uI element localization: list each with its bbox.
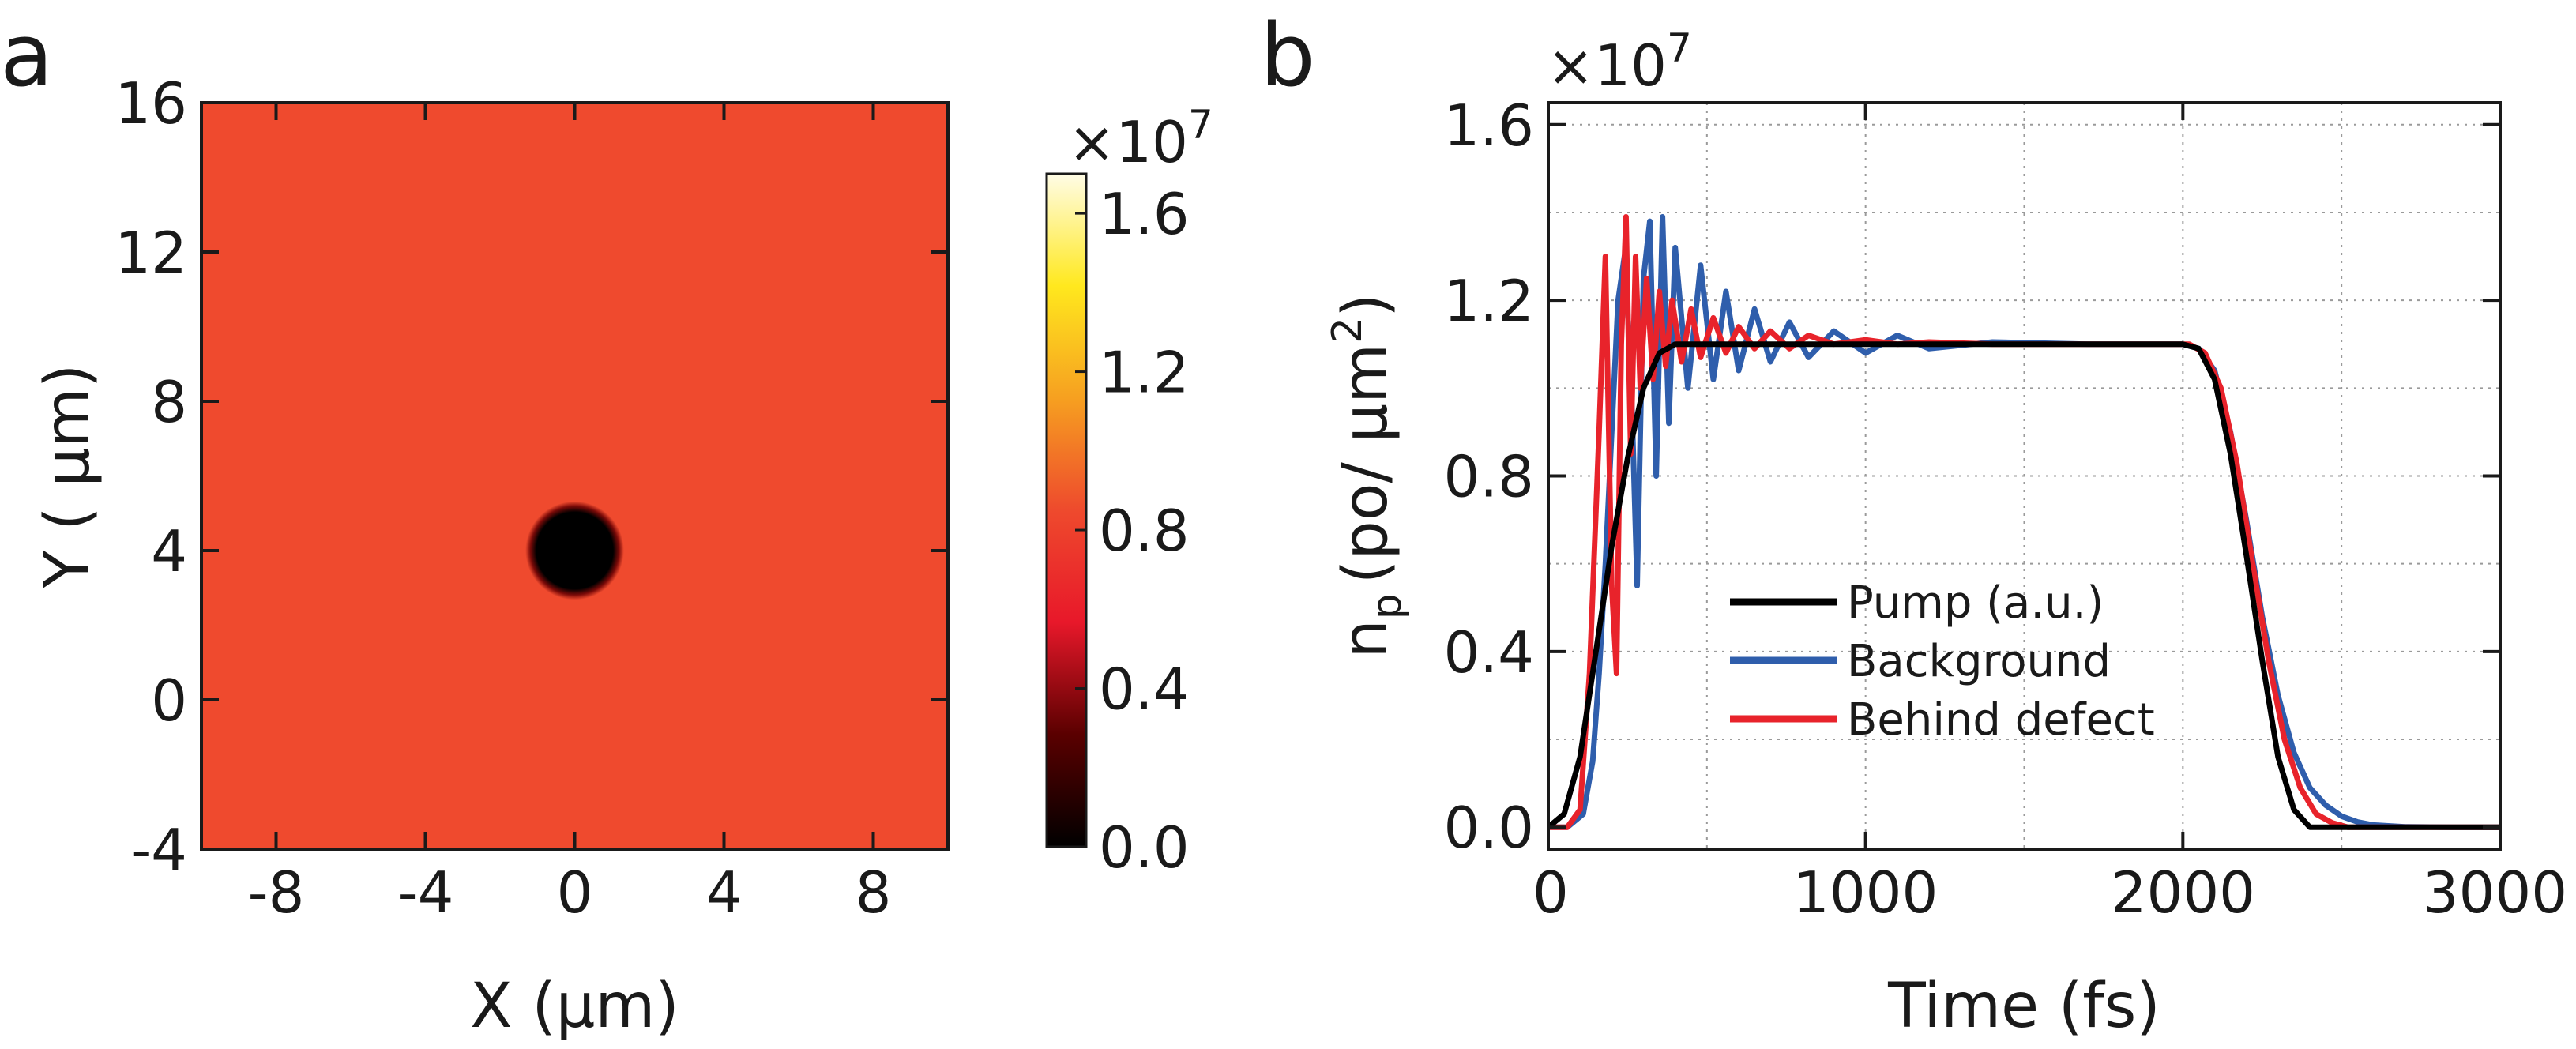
colorbar-ticks: 0.0 0.4 0.8 1.2 1.6 xyxy=(1075,181,1190,881)
colorbar-tick-label: 1.2 xyxy=(1099,340,1190,406)
legend-label: Behind defect xyxy=(1847,694,2155,746)
y-tick-label: 0 xyxy=(151,667,187,734)
x-tick-label: 8 xyxy=(856,859,892,926)
x-tick-label: 0 xyxy=(557,859,593,926)
colorbar-tick-label: 0.8 xyxy=(1099,498,1190,564)
y-tick-label: 4 xyxy=(151,518,187,585)
y-tick-label: 0.4 xyxy=(1443,619,1534,686)
panel-a-label: a xyxy=(0,5,53,106)
x-tick-label: -4 xyxy=(397,859,454,926)
grid xyxy=(1548,103,2500,849)
legend-label: Pump (a.u.) xyxy=(1847,577,2104,629)
heatmap-ticks: -8 -4 0 4 8 -4 0 4 8 12 16 xyxy=(115,70,948,926)
y-tick-label: 16 xyxy=(115,70,187,137)
y-tick-label: -4 xyxy=(130,817,187,883)
y-tick-label: 1.6 xyxy=(1443,92,1534,159)
line-panel: 0 1000 2000 3000 0.0 0.4 0.8 1.2 1.6 ×107 Time (… xyxy=(1324,25,2567,1042)
x-tick-label: 4 xyxy=(706,859,743,926)
x-tick-label: -8 xyxy=(248,859,305,926)
x-tick-label: 1000 xyxy=(1793,859,1938,926)
heatmap-panel: -8 -4 0 4 8 -4 0 4 8 12 16 X (μm) Y ( μm) xyxy=(32,70,950,1042)
x-tick-label: 0 xyxy=(1532,859,1569,926)
legend-label: Background xyxy=(1847,636,2111,687)
panel-b-label: b xyxy=(1260,5,1315,106)
legend: Pump (a.u.) Background Behind defect xyxy=(1730,577,2155,746)
y-multiplier: ×107 xyxy=(1547,25,1692,99)
line-y-label: np(po/ μm2) xyxy=(1324,293,1411,658)
colorbar-multiplier: ×107 xyxy=(1068,102,1213,175)
x-tick-label: 2000 xyxy=(2111,859,2255,926)
series-line-pump-a-u xyxy=(1548,341,2500,830)
heatmap-x-label: X (μm) xyxy=(470,971,679,1042)
y-tick-label: 1.2 xyxy=(1443,268,1534,334)
colorbar: 0.0 0.4 0.8 1.2 1.6 ×107 xyxy=(1045,102,1213,881)
x-tick-label: 3000 xyxy=(2423,859,2567,926)
line-x-label: Time (fs) xyxy=(1887,971,2160,1042)
colorbar-gradient xyxy=(1045,172,1088,848)
heatmap-y-label: Y ( μm) xyxy=(32,364,103,589)
series-lines xyxy=(1548,214,2500,830)
colorbar-tick-label: 1.6 xyxy=(1099,181,1190,247)
y-tick-label: 8 xyxy=(151,369,187,435)
colorbar-tick-label: 0.4 xyxy=(1099,656,1190,723)
y-tick-label: 12 xyxy=(115,220,187,286)
defect-spot xyxy=(525,501,624,600)
y-tick-label: 0.8 xyxy=(1443,444,1534,510)
y-tick-label: 0.0 xyxy=(1443,795,1534,861)
heatmap-field xyxy=(201,103,948,849)
line-ticks: 0 1000 2000 3000 0.0 0.4 0.8 1.2 1.6 xyxy=(1443,92,2567,926)
colorbar-tick-label: 0.0 xyxy=(1099,814,1190,881)
